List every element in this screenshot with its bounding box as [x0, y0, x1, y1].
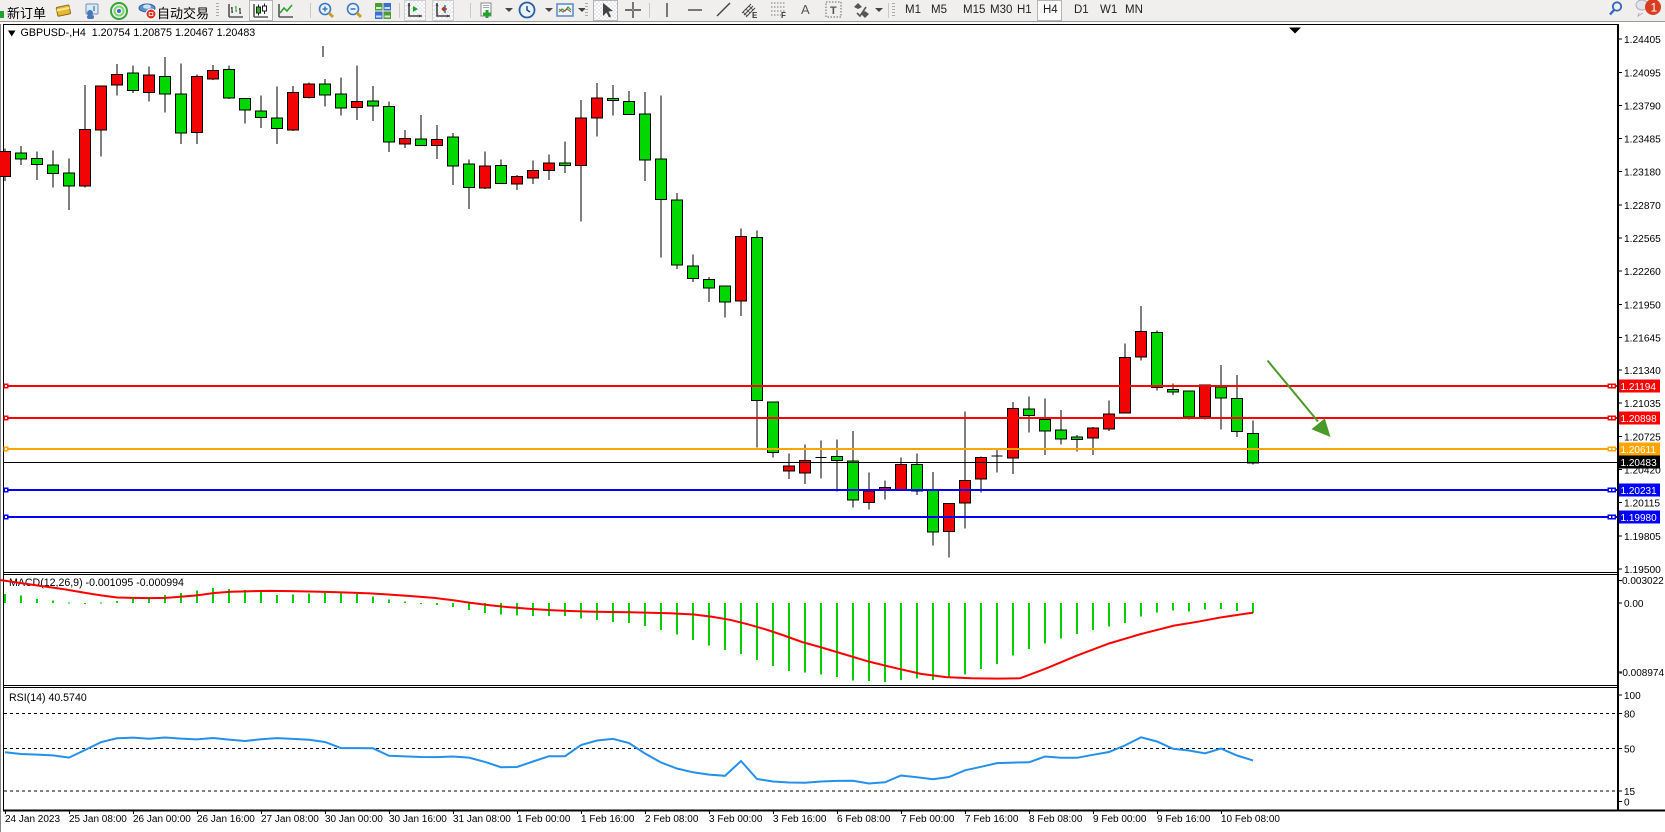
svg-text:24 Jan 2023: 24 Jan 2023: [5, 814, 60, 825]
svg-text:1.23485: 1.23485: [1624, 135, 1661, 146]
svg-text:1.23790: 1.23790: [1624, 102, 1661, 113]
svg-text:1 Feb 16:00: 1 Feb 16:00: [581, 814, 635, 825]
svg-text:3 Feb 00:00: 3 Feb 00:00: [709, 814, 763, 825]
svg-text:31 Jan 08:00: 31 Jan 08:00: [453, 814, 511, 825]
svg-text:26 Jan 16:00: 26 Jan 16:00: [197, 814, 255, 825]
svg-text:3 Feb 16:00: 3 Feb 16:00: [773, 814, 827, 825]
svg-text:1.22565: 1.22565: [1624, 234, 1661, 245]
svg-text:1.21645: 1.21645: [1624, 333, 1661, 344]
svg-text:15: 15: [1624, 787, 1636, 798]
svg-text:30 Jan 00:00: 30 Jan 00:00: [325, 814, 383, 825]
svg-text:30 Jan 16:00: 30 Jan 16:00: [389, 814, 447, 825]
svg-text:1: 1: [1651, 1, 1658, 15]
svg-text:1 Feb 00:00: 1 Feb 00:00: [517, 814, 571, 825]
svg-text:7 Feb 16:00: 7 Feb 16:00: [965, 814, 1019, 825]
svg-text:26 Jan 00:00: 26 Jan 00:00: [133, 814, 191, 825]
svg-text:1.21035: 1.21035: [1624, 399, 1661, 410]
svg-text:-0.008974: -0.008974: [1619, 668, 1664, 679]
svg-text:F: F: [781, 11, 786, 20]
svg-text:1.21950: 1.21950: [1624, 300, 1661, 311]
svg-text:8 Feb 08:00: 8 Feb 08:00: [1029, 814, 1083, 825]
svg-text:0: 0: [1624, 797, 1630, 808]
svg-text:1.24405: 1.24405: [1624, 35, 1661, 46]
svg-text:GBPUSD-,H4 1.20754 1.20875 1.: GBPUSD-,H4 1.20754 1.20875 1.20467 1.204…: [21, 27, 256, 39]
svg-text:100: 100: [1624, 691, 1641, 702]
svg-text:50: 50: [1624, 745, 1636, 756]
svg-text:1.19980: 1.19980: [1621, 513, 1658, 524]
svg-text:0.00: 0.00: [1624, 599, 1644, 610]
svg-text:1.20483: 1.20483: [1621, 458, 1658, 469]
svg-text:1.20231: 1.20231: [1621, 486, 1658, 497]
svg-text:1.21194: 1.21194: [1621, 382, 1657, 393]
svg-text:1.22260: 1.22260: [1624, 267, 1661, 278]
svg-text:1.20611: 1.20611: [1621, 445, 1657, 456]
svg-text:9 Feb 16:00: 9 Feb 16:00: [1157, 814, 1211, 825]
svg-text:1.20898: 1.20898: [1621, 414, 1658, 425]
svg-text:1.19500: 1.19500: [1624, 565, 1661, 576]
svg-text:1.22870: 1.22870: [1624, 201, 1661, 212]
svg-text:2 Feb 08:00: 2 Feb 08:00: [645, 814, 699, 825]
svg-text:27 Jan 08:00: 27 Jan 08:00: [261, 814, 319, 825]
svg-text:7 Feb 00:00: 7 Feb 00:00: [901, 814, 955, 825]
svg-text:1.20115: 1.20115: [1624, 499, 1660, 510]
svg-text:E: E: [752, 11, 758, 20]
svg-text:80: 80: [1624, 710, 1636, 721]
svg-text:1.19805: 1.19805: [1624, 532, 1661, 543]
svg-text:25 Jan 08:00: 25 Jan 08:00: [69, 814, 127, 825]
svg-text:1.21340: 1.21340: [1624, 366, 1661, 377]
svg-text:RSI(14) 40.5740: RSI(14) 40.5740: [9, 692, 87, 704]
svg-text:6 Feb 08:00: 6 Feb 08:00: [837, 814, 891, 825]
svg-text:T: T: [830, 5, 837, 17]
svg-text:1.20725: 1.20725: [1624, 433, 1661, 444]
svg-text:1.24095: 1.24095: [1624, 69, 1661, 80]
svg-text:1.23180: 1.23180: [1624, 168, 1661, 179]
svg-text:0.003022: 0.003022: [1622, 576, 1664, 587]
svg-text:10 Feb 08:00: 10 Feb 08:00: [1221, 814, 1280, 825]
svg-text:1.20420: 1.20420: [1624, 466, 1661, 477]
svg-text:9 Feb 00:00: 9 Feb 00:00: [1093, 814, 1147, 825]
svg-text:MACD(12,26,9) -0.001095 -0.000: MACD(12,26,9) -0.001095 -0.000994: [9, 577, 184, 589]
